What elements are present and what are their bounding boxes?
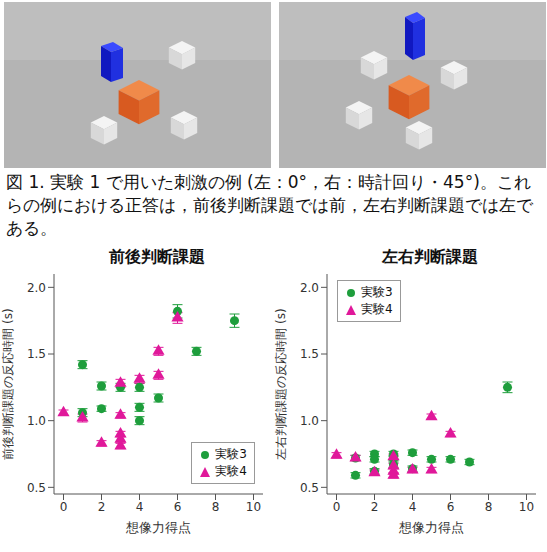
svg-text:0: 0	[60, 500, 68, 514]
svg-text:1.5: 1.5	[27, 347, 46, 361]
html-text:実験3: 実験3	[361, 285, 393, 299]
svg-text:8: 8	[212, 500, 220, 514]
svg-text:1.0: 1.0	[27, 414, 46, 428]
svg-text:10: 10	[519, 500, 534, 514]
svg-text:想像力得点: 想像力得点	[125, 520, 191, 535]
svg-text:0.5: 0.5	[27, 481, 46, 495]
html-text:前後判断課題: 前後判断課題	[108, 247, 205, 266]
svg-text:4: 4	[409, 500, 417, 514]
svg-text:2.0: 2.0	[27, 281, 46, 295]
html-text:図 1. 実験 1 で用いた刺激の例 (左：0°，右：時計回: 図 1. 実験 1 で用いた刺激の例 (左：0°，右：時計回り・45°)。これら…	[6, 172, 533, 238]
html-text:実験3: 実験3	[215, 447, 247, 461]
svg-text:想像力得点: 想像力得点	[398, 520, 464, 535]
svg-text:2: 2	[371, 500, 379, 514]
svg-text:2.0: 2.0	[300, 281, 319, 295]
svg-text:2: 2	[98, 500, 106, 514]
html-text:実験4: 実験4	[215, 464, 247, 478]
svg-text:4: 4	[136, 500, 144, 514]
svg-text:0: 0	[333, 500, 341, 514]
svg-text:10: 10	[246, 500, 261, 514]
svg-text:0.5: 0.5	[300, 481, 319, 495]
svg-text:6: 6	[174, 500, 182, 514]
svg-text:6: 6	[447, 500, 455, 514]
svg-text:左右判断課題の反応時間 (s): 左右判断課題の反応時間 (s)	[274, 308, 288, 459]
svg-text:1.5: 1.5	[300, 347, 319, 361]
svg-text:前後判断課題の反応時間 (s): 前後判断課題の反応時間 (s)	[1, 308, 15, 459]
html-text:左右判断課題: 左右判断課題	[381, 247, 478, 266]
svg-text:8: 8	[485, 500, 493, 514]
html-text:実験4: 実験4	[361, 302, 393, 316]
svg-text:1.0: 1.0	[300, 414, 319, 428]
